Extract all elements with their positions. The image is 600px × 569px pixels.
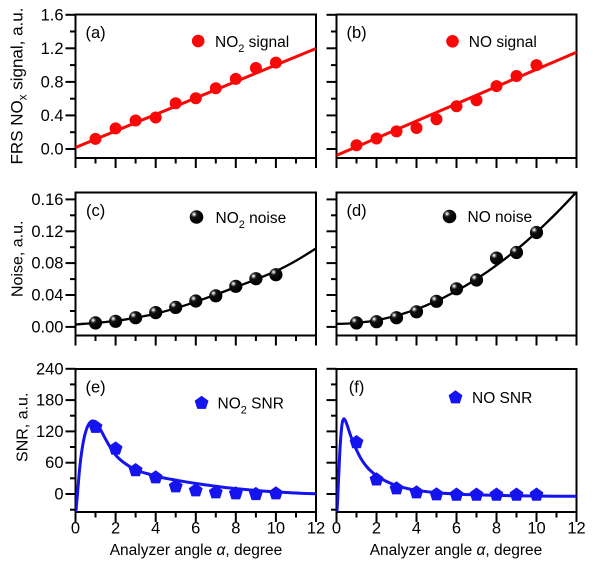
svg-text:12: 12 (307, 520, 325, 538)
svg-text:0.16: 0.16 (31, 191, 63, 209)
svg-text:240: 240 (36, 360, 64, 378)
svg-text:0.4: 0.4 (41, 107, 64, 125)
svg-text:(f): (f) (349, 379, 365, 397)
svg-text:(a): (a) (86, 24, 106, 42)
svg-text:12: 12 (567, 520, 585, 538)
svg-text:10: 10 (267, 520, 285, 538)
svg-text:(c): (c) (86, 202, 105, 220)
svg-text:2: 2 (111, 520, 120, 538)
svg-text:4: 4 (412, 520, 421, 538)
svg-text:10: 10 (527, 520, 545, 538)
svg-text:SNR, a.u.: SNR, a.u. (15, 393, 32, 462)
svg-text:0.8: 0.8 (41, 73, 64, 91)
svg-text:1.6: 1.6 (41, 6, 64, 24)
svg-text:NO SNR: NO SNR (472, 390, 532, 407)
svg-text:8: 8 (231, 520, 240, 538)
svg-text:0: 0 (54, 486, 63, 504)
svg-text:2: 2 (372, 520, 381, 538)
svg-text:180: 180 (36, 392, 64, 410)
svg-text:0: 0 (332, 520, 341, 538)
svg-text:FRS NOx signal, a.u.: FRS NOx signal, a.u. (8, 8, 30, 165)
svg-text:Analyzer angle α, degree: Analyzer angle α, degree (110, 542, 283, 559)
svg-text:0: 0 (71, 520, 80, 538)
svg-text:(b): (b) (347, 24, 367, 42)
svg-text:0.0: 0.0 (41, 141, 64, 159)
svg-text:NO signal: NO signal (469, 34, 537, 51)
svg-text:6: 6 (191, 520, 200, 538)
svg-text:1.2: 1.2 (41, 40, 64, 58)
svg-text:0.04: 0.04 (31, 287, 63, 305)
svg-text:(e): (e) (86, 379, 106, 397)
svg-text:0.00: 0.00 (31, 318, 63, 336)
svg-text:0.12: 0.12 (31, 223, 63, 241)
svg-text:Analyzer angle α, degree: Analyzer angle α, degree (370, 542, 543, 559)
svg-text:0.08: 0.08 (31, 255, 63, 273)
svg-text:NO2 SNR: NO2 SNR (218, 396, 284, 417)
svg-text:8: 8 (492, 520, 501, 538)
svg-text:6: 6 (452, 520, 461, 538)
svg-text:60: 60 (45, 454, 63, 472)
svg-text:NO2 noise: NO2 noise (216, 210, 287, 231)
svg-text:NO2 signal: NO2 signal (215, 34, 289, 55)
svg-text:120: 120 (36, 423, 64, 441)
svg-text:(d): (d) (347, 202, 367, 220)
svg-text:NO noise: NO noise (468, 209, 533, 226)
svg-text:Noise, a.u.: Noise, a.u. (9, 221, 26, 297)
svg-text:4: 4 (151, 520, 160, 538)
